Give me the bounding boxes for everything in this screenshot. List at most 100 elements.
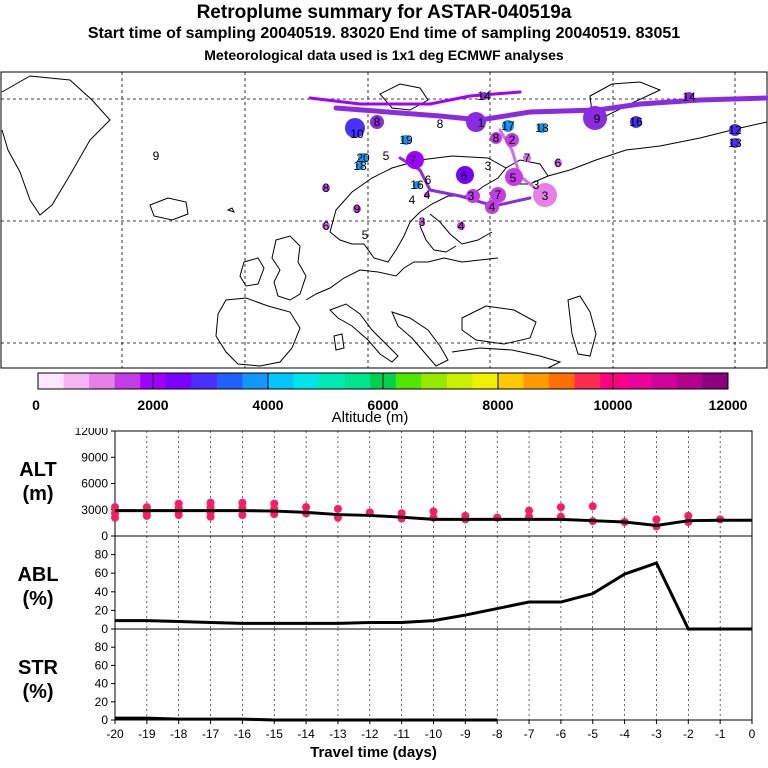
cluster-label: 16 — [410, 178, 424, 192]
colorbar-cell — [293, 373, 320, 389]
cluster-circle — [358, 153, 368, 163]
finland-coast — [429, 213, 493, 245]
cluster-circle — [466, 189, 480, 203]
black-sea-coast — [461, 305, 537, 345]
cluster-label: 2 — [509, 133, 516, 147]
cluster-label: 13 — [728, 136, 742, 150]
colorbar-cell — [191, 373, 218, 389]
colorbar-cell — [63, 373, 90, 389]
cluster-label: 19 — [399, 133, 413, 147]
x-tick-label: -12 — [361, 727, 379, 741]
scatter-point — [429, 507, 438, 516]
cluster-label: 3 — [468, 189, 475, 203]
series-line — [115, 509, 752, 528]
cluster-circle — [583, 106, 607, 130]
y-tick-label: 60 — [95, 566, 109, 580]
cluster-label: 4 — [424, 188, 431, 202]
x-tick-label: -20 — [106, 727, 124, 741]
x-tick-label: -8 — [492, 727, 503, 741]
cluster-circle — [480, 92, 488, 100]
cluster-circle — [523, 154, 531, 162]
colorbar-cell — [549, 373, 576, 389]
cluster-circle — [554, 159, 562, 167]
scatter-point — [525, 506, 534, 515]
map-gridlines — [1, 72, 767, 368]
x-tick-label: -14 — [297, 727, 315, 741]
cluster-circle — [485, 200, 499, 214]
ireland-coast — [239, 257, 265, 287]
x-tick-label: -5 — [587, 727, 598, 741]
x-tick-label: -2 — [683, 727, 694, 741]
cluster-label: 4 — [409, 193, 416, 207]
scatter-point — [556, 503, 565, 512]
x-tick-label: -6 — [556, 727, 567, 741]
cluster-label: 10 — [350, 127, 364, 141]
colorbar-cell — [89, 373, 116, 389]
europe-continent-coast — [305, 257, 499, 301]
cluster-label: 9 — [594, 112, 601, 126]
altitude-colorbar: 0 2000 4000 6000 8000 10000 12000 Altitude (m) — [32, 372, 748, 426]
cluster-circle — [457, 222, 465, 230]
colorbar-cell — [344, 373, 371, 389]
y-tick-label: 80 — [95, 548, 109, 562]
y-axis-label: ALT — [19, 459, 56, 481]
x-tick-label: -3 — [651, 727, 662, 741]
sardinia-coast — [333, 333, 345, 351]
x-tick-label: -4 — [619, 727, 630, 741]
colorbar-cell — [216, 373, 243, 389]
cluster-circle — [684, 92, 694, 102]
cluster-label: 20 — [356, 151, 370, 165]
cluster-label: 7 — [410, 153, 417, 167]
cluster-circle — [466, 112, 486, 132]
colorbar-cell — [523, 373, 550, 389]
colorbar-cell — [395, 373, 422, 389]
y-tick-label: 20 — [95, 603, 109, 617]
cluster-label: 14 — [682, 90, 696, 104]
cluster-circle — [505, 168, 523, 186]
scatter-point — [652, 515, 661, 524]
baltic-coast — [419, 225, 457, 253]
cluster-label: 8 — [323, 181, 330, 195]
panel-abl: 0 20 40 60 80 ABL(%) — [17, 535, 753, 636]
cluster-label: 3 — [485, 159, 492, 173]
cluster-circle — [730, 138, 740, 148]
y-axis-label: ABL — [17, 564, 58, 586]
y-tick-label: 0 — [101, 713, 108, 727]
x-tick-label: -15 — [266, 727, 284, 741]
cluster-label: 9 — [153, 149, 160, 163]
cluster-label: 6 — [555, 156, 562, 170]
turkey-coast — [451, 347, 562, 369]
y-tick-label: 9000 — [81, 450, 108, 464]
colorbar-cell — [242, 373, 269, 389]
cluster-circle — [353, 205, 361, 213]
cluster-label: 6 — [323, 219, 330, 233]
cluster-label: 4 — [489, 200, 496, 214]
cluster-label: 9 — [354, 202, 361, 216]
cluster-label: 12 — [728, 123, 742, 137]
cluster-markers: 1 9 10 8 7 6 5 3 7 4 3 2 8 17 18 16 12 1… — [153, 89, 742, 242]
y-axis-label: STR — [18, 657, 59, 679]
scatter-point — [588, 502, 597, 511]
x-tick-label: -7 — [524, 727, 535, 741]
cluster-circle — [401, 135, 411, 145]
sampling-time-line: Start time of sampling 20040519. 83020 E… — [87, 25, 681, 42]
y-tick-label: 0 — [101, 529, 108, 543]
colorbar-cell — [38, 373, 65, 389]
cluster-circle — [490, 187, 506, 203]
y-tick-label: 20 — [95, 695, 109, 709]
y-tick-label: 3000 — [81, 503, 108, 517]
colorbar-tick-label: 2000 — [137, 397, 168, 413]
y-tick-label: 60 — [95, 658, 109, 672]
uk-coast — [271, 235, 307, 301]
balkans-coast — [391, 311, 449, 367]
met-data-line: Meteorological data used is 1x1 deg ECMW… — [204, 47, 564, 63]
colorbar-cell — [651, 373, 678, 389]
time-series-panels: 030006000900012000ALT(m)020406080ABL(%)0… — [17, 428, 756, 761]
cluster-label: 4 — [458, 219, 465, 233]
cluster-circle — [537, 123, 547, 133]
scatter-point — [238, 511, 247, 519]
cluster-label: 16 — [629, 115, 643, 129]
cluster-label: 7 — [495, 188, 502, 202]
